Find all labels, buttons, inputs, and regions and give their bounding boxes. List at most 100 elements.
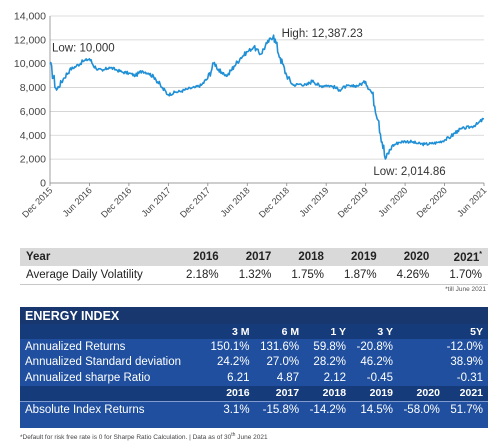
energy-abs-value: -14.2%: [304, 400, 352, 419]
series-line: [49, 34, 485, 160]
energy-abs-value: 3.1%: [205, 400, 255, 419]
x-tick-label: Dec 2020: [415, 185, 449, 219]
energy-year: 2021: [444, 385, 488, 401]
annotation-label: High: 12,387.23: [282, 28, 363, 40]
x-tick-label: Jun 2018: [218, 185, 251, 218]
y-tick-label: 8,000: [20, 82, 46, 94]
volatility-year: 2016: [193, 251, 219, 263]
index-line-chart: 02,0004,0006,0008,00010,00012,00014,000 …: [14, 11, 489, 220]
energy-value: 131.6%: [260, 340, 300, 353]
x-tick-label: Dec 2019: [336, 185, 370, 219]
energy-year: 2020: [397, 385, 445, 401]
energy-value: -0.45: [366, 371, 393, 384]
volatility-year-mark: *: [479, 250, 482, 258]
x-tick-label: Dec 2018: [257, 185, 291, 219]
energy-absolute-row: Absolute Index Returns 3.1% -15.8% -14.2…: [20, 400, 488, 419]
energy-value: 38.9%: [450, 356, 483, 369]
x-tick-label: Dec 2016: [99, 185, 133, 219]
energy-index-panel: ENERGY INDEX 3 M 6 M 1 Y 3 Y 5Y Annualiz…: [20, 307, 488, 428]
x-tick-label: Jun 2020: [376, 185, 409, 218]
energy-title: ENERGY INDEX: [20, 307, 488, 324]
energy-row-label: Annualized Returns: [25, 340, 126, 353]
volatility-note: *till June 2021: [445, 286, 486, 293]
chart-gridlines: [50, 15, 484, 184]
y-tick-label: 12,000: [14, 34, 46, 46]
y-tick-label: 10,000: [14, 58, 46, 70]
volatility-year: 2017: [245, 251, 272, 263]
footnote-sup: th: [231, 432, 236, 438]
energy-year: 2019: [351, 385, 398, 401]
energy-row: Annualized sharpe Ratio 6.21 4.87 2.12 -…: [20, 370, 488, 386]
energy-value: 27.0%: [266, 356, 300, 369]
volatility-year: 2020: [403, 251, 430, 263]
energy-value: 150.1%: [210, 340, 250, 353]
energy-row: Annualized Returns 150.1% 131.6% 59.8% -…: [20, 339, 488, 355]
volatility-value: 1.75%: [291, 269, 324, 281]
energy-period: 3 M: [205, 324, 255, 339]
energy-value: 46.2%: [360, 356, 393, 369]
energy-value: 6.21: [227, 371, 250, 384]
energy-year-header: 2016 2017 2018 2019 2020 2021: [20, 385, 488, 401]
energy-value: -20.8%: [356, 340, 393, 353]
energy-abs-value: 14.5%: [351, 400, 398, 419]
energy-value: -12.0%: [446, 340, 483, 353]
volatility-header-row: Year 2016 2017 2018 2019 2020 2021*: [20, 248, 488, 266]
energy-header-blank: [20, 385, 205, 401]
energy-year: 2016: [205, 385, 255, 401]
x-tick-label: Dec 2015: [20, 185, 54, 219]
x-axis: Dec 2015 Jun 2016 Dec 2016 Jun 2017 Dec 2017…: [20, 182, 488, 220]
volatility-value: 4.26%: [396, 269, 430, 281]
volatility-value: 1.70%: [449, 269, 482, 281]
energy-year: 2017: [254, 385, 305, 401]
footnote-tail: June 2021: [235, 434, 268, 442]
y-tick-label: 0: [40, 178, 46, 190]
annotation-label: Low: 2,014.86: [373, 166, 445, 178]
energy-abs-value: 51.7%: [444, 400, 488, 419]
annotation-label: Low: 10,000: [52, 43, 115, 55]
y-tick-label: 2,000: [20, 154, 46, 166]
energy-period: 5Y: [397, 324, 488, 339]
y-tick-label: 14,000: [14, 11, 46, 23]
energy-period: 6 M: [254, 324, 305, 339]
energy-value: 28.2%: [313, 356, 347, 369]
energy-value: 59.8%: [313, 340, 347, 353]
energy-abs-label: Absolute Index Returns: [20, 400, 205, 419]
x-tick-label: Dec 2017: [178, 185, 212, 219]
energy-value: 2.12: [323, 371, 347, 384]
energy-row-label: Annualized Standard deviation: [25, 356, 182, 369]
volatility-header-label: Year: [26, 251, 51, 263]
chart-annotations: High: 12,387.23 Low: 10,000 Low: 2,014.86: [52, 28, 446, 178]
energy-period-header: 3 M 6 M 1 Y 3 Y 5Y: [20, 324, 488, 339]
energy-value: -0.31: [456, 371, 483, 384]
x-tick-label: Jun 2016: [61, 185, 94, 218]
volatility-year: 2018: [298, 251, 324, 263]
energy-abs-value: -15.8%: [254, 400, 305, 419]
volatility-year-last: 2021*: [435, 248, 488, 266]
y-tick-label: 4,000: [20, 130, 46, 142]
x-tick-label: Jun 2017: [140, 185, 173, 218]
energy-row: Annualized Standard deviation 24.2% 27.0…: [20, 355, 488, 371]
x-tick-label: Jun 2019: [297, 185, 330, 218]
energy-header-blank: [20, 324, 205, 339]
volatility-value: 1.87%: [344, 269, 377, 281]
energy-value: 4.87: [276, 371, 300, 384]
x-tick-label: Jun 2021: [455, 185, 488, 218]
energy-row-label: Annualized sharpe Ratio: [25, 371, 151, 384]
volatility-year: 2021: [453, 251, 480, 264]
volatility-value: 2.18%: [186, 269, 219, 281]
volatility-table: Year 2016 2017 2018 2019 2020 2021* Aver…: [20, 248, 488, 285]
energy-value: 24.2%: [216, 356, 250, 369]
y-axis: 0 2,000 4,000 6,000 8,000 10,000 12,000 14,000: [14, 11, 51, 190]
footnote: *Default for risk free rate is 0 for Sha…: [20, 432, 268, 441]
volatility-row: Average Daily Volatility 2.18% 1.32% 1.7…: [20, 266, 488, 285]
volatility-value: 1.32%: [238, 269, 272, 281]
energy-period: 1 Y: [304, 324, 352, 339]
energy-abs-value: -58.0%: [397, 400, 445, 419]
energy-year: 2018: [304, 385, 352, 401]
footnote-main: *Default for risk free rate is 0 for Sha…: [20, 434, 232, 442]
energy-title-row: ENERGY INDEX: [20, 307, 488, 324]
volatility-year: 2019: [351, 251, 377, 263]
volatility-row-label: Average Daily Volatility: [26, 269, 143, 281]
y-tick-label: 6,000: [20, 106, 46, 118]
energy-index-table: ENERGY INDEX 3 M 6 M 1 Y 3 Y 5Y Annualiz…: [20, 307, 488, 419]
